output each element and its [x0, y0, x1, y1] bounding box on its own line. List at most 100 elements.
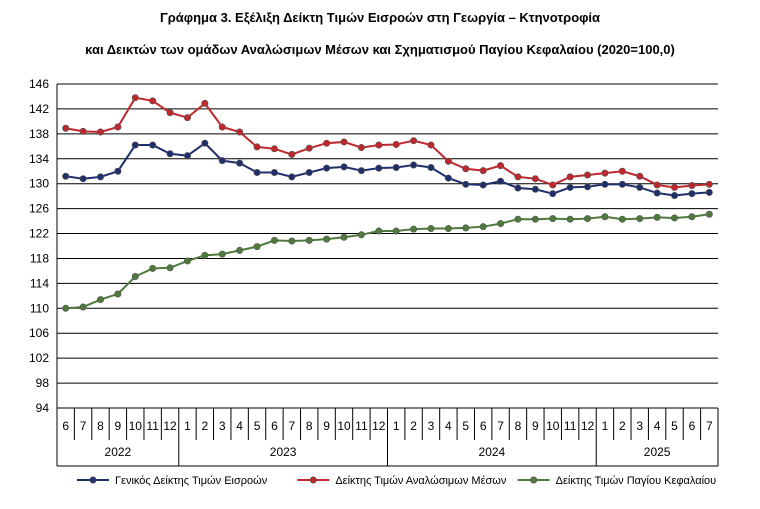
data-point	[357, 231, 365, 239]
data-point	[479, 167, 487, 175]
x-tick-label: 4	[236, 419, 243, 433]
x-tick-label: 12	[163, 419, 177, 433]
data-point	[79, 175, 87, 183]
data-point	[183, 114, 191, 122]
data-point	[288, 173, 296, 181]
data-point	[253, 168, 261, 176]
data-point	[201, 139, 209, 147]
x-tick-label: 11	[146, 419, 159, 433]
data-point	[114, 123, 122, 131]
data-point	[688, 190, 696, 198]
data-point	[62, 304, 70, 312]
data-point	[392, 163, 400, 171]
y-tick-label: 126	[29, 202, 49, 216]
data-point	[636, 183, 644, 191]
data-point	[375, 141, 383, 149]
data-point	[305, 236, 313, 244]
data-point	[427, 163, 435, 171]
data-point	[444, 225, 452, 233]
data-point	[62, 124, 70, 132]
data-point	[149, 264, 157, 272]
data-point	[253, 143, 261, 151]
data-point	[636, 172, 644, 180]
data-point	[270, 168, 278, 176]
data-point	[288, 150, 296, 158]
x-tick-label: 10	[129, 419, 143, 433]
y-tick-label: 114	[30, 276, 49, 290]
data-point	[96, 128, 104, 136]
data-point	[462, 180, 470, 188]
data-point	[618, 167, 626, 175]
y-tick-label: 142	[29, 102, 49, 116]
y-tick-label: 102	[29, 351, 49, 365]
x-tick-label: 12	[581, 419, 595, 433]
data-point	[114, 167, 122, 175]
x-tick-label: 6	[62, 419, 69, 433]
data-point	[653, 213, 661, 221]
year-label: 2022	[105, 445, 132, 459]
data-point	[584, 183, 592, 191]
data-point	[79, 303, 87, 311]
data-point	[218, 123, 226, 131]
data-point	[497, 220, 505, 228]
data-point	[375, 164, 383, 172]
x-tick-label: 2	[410, 419, 417, 433]
x-tick-label: 12	[372, 419, 386, 433]
legend-swatch-marker	[89, 476, 97, 484]
data-point	[531, 215, 539, 223]
data-point	[462, 165, 470, 173]
data-point	[201, 99, 209, 107]
data-point	[166, 109, 174, 117]
legend-label: Δείκτης Τιμών Παγίου Κεφαλαίου	[556, 475, 717, 487]
data-point	[218, 157, 226, 165]
y-tick-label: 122	[29, 227, 49, 241]
x-tick-label: 5	[254, 419, 261, 433]
data-point	[340, 138, 348, 146]
data-point	[288, 237, 296, 245]
data-point	[497, 177, 505, 185]
data-point	[357, 144, 365, 152]
data-point	[653, 181, 661, 189]
x-tick-label: 7	[288, 419, 295, 433]
data-point	[340, 163, 348, 171]
data-point	[357, 167, 365, 175]
data-point	[410, 225, 418, 233]
x-tick-label: 11	[355, 419, 368, 433]
data-point	[584, 171, 592, 179]
data-point	[323, 164, 331, 172]
data-point	[618, 215, 626, 223]
y-tick-label: 130	[29, 177, 49, 191]
x-tick-label: 8	[306, 419, 313, 433]
x-tick-label: 1	[184, 419, 191, 433]
chart-title: Γράφημα 3. Εξέλιξη Δείκτη Τιμών Εισροών …	[159, 10, 601, 25]
y-tick-label: 146	[29, 77, 49, 91]
data-point	[688, 182, 696, 190]
x-tick-label: 7	[497, 419, 504, 433]
series-line	[65, 213, 710, 310]
x-tick-label: 3	[428, 419, 435, 433]
data-point	[270, 145, 278, 153]
data-point	[444, 157, 452, 165]
x-tick-label: 7	[80, 419, 87, 433]
legend-label: Δείκτης Τιμών Αναλώσιμων Μέσων	[335, 475, 507, 487]
data-point	[601, 213, 609, 221]
data-point	[166, 150, 174, 158]
x-tick-label: 10	[546, 419, 560, 433]
data-point	[96, 296, 104, 304]
x-tick-label: 6	[689, 419, 696, 433]
series-line	[65, 141, 710, 197]
data-point	[566, 215, 574, 223]
y-tick-label: 118	[30, 251, 49, 265]
y-tick-label: 134	[29, 152, 49, 166]
data-point	[514, 184, 522, 192]
y-tick-label: 110	[30, 301, 49, 315]
x-tick-label: 7	[706, 419, 713, 433]
data-point	[96, 173, 104, 181]
x-tick-label: 9	[532, 419, 539, 433]
data-point	[131, 141, 139, 149]
data-point	[183, 152, 191, 160]
x-tick-label: 10	[337, 419, 351, 433]
data-point	[305, 168, 313, 176]
data-point	[166, 264, 174, 272]
data-point	[497, 162, 505, 170]
